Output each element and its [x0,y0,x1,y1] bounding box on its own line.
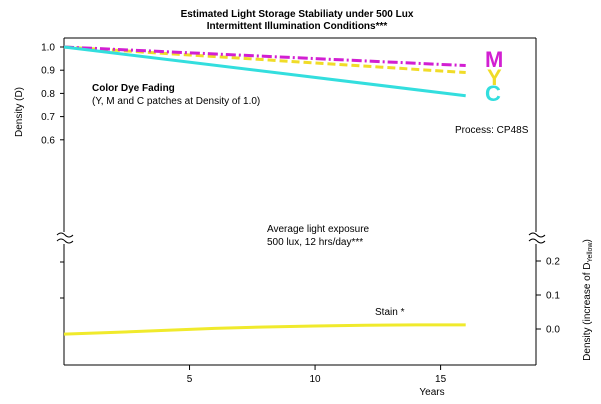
fading-annotation-subtitle: (Y, M and C patches at Density of 1.0) [92,96,260,107]
y-left-tick-label: 1.0 [41,43,55,54]
axis-break-left-bottom [56,238,74,244]
y-left-tick-label: 0.8 [41,89,55,100]
series-line-c [63,45,466,98]
y-right-tick-label: 0.2 [546,257,560,268]
series-line-stain [63,323,466,336]
series-label-m: M [485,47,503,72]
series-lines [63,45,466,336]
fading-annotation-title: Color Dye Fading [92,83,175,94]
series-label-y: Y [487,65,502,90]
axis-break-left-top [56,232,74,238]
x-axis-label: Years [419,387,444,398]
x-axis-ticks: 5 10 15 [187,365,447,385]
exposure-annotation-line2: 500 lux, 12 hrs/day*** [267,237,363,248]
y-left-tick-label: 0.9 [41,66,55,77]
y-right-tick-label: 0.1 [546,291,560,302]
y-right-axis-ticks: 0.2 0.1 0.0 [536,257,560,336]
y-left-axis-ticks: 1.0 0.9 0.8 0.7 0.6 [41,43,64,146]
y-right-tick-label: 0.0 [546,325,560,336]
series-label-c: C [485,81,501,106]
chart-title-line1: Estimated Light Storage Stabiliaty under… [181,9,414,20]
x-tick-label: 5 [187,374,193,385]
process-annotation: Process: CP48S [455,125,529,136]
axis-break-right-bottom [528,238,546,244]
series-line-m [63,45,466,68]
axis-break-right-top [528,232,546,238]
exposure-annotation-line1: Average light exposure [267,224,370,235]
y-left-tick-label: 0.7 [41,112,55,123]
x-tick-label: 10 [310,374,322,385]
y-left-axis-label: Density (D) [14,87,25,137]
y-right-axis-label: Density (increase of DYellow) [582,239,594,361]
chart-title-line2: Intermittent Illumination Conditions*** [207,21,388,32]
x-tick-label: 15 [435,374,447,385]
stain-annotation: Stain * [375,307,405,318]
y-left-tick-label: 0.6 [41,135,55,146]
